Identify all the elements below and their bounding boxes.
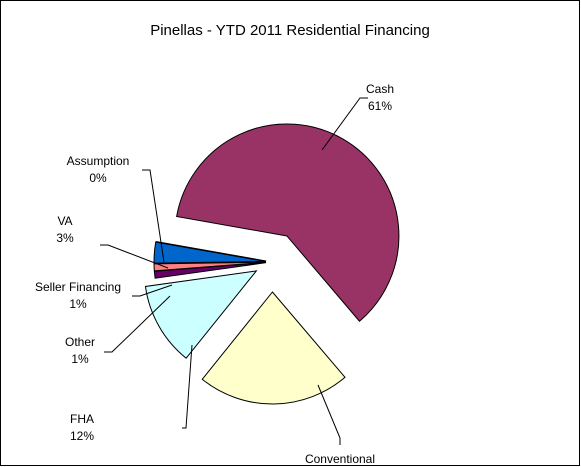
slice-label: Seller Financing	[35, 280, 121, 294]
slice-label: Conventional	[305, 452, 375, 466]
pie-slice	[201, 291, 346, 405]
slice-value-label: 61%	[368, 99, 392, 113]
leader-line	[182, 344, 193, 429]
slice-value-label: 12%	[70, 429, 94, 443]
slice-label: VA	[57, 214, 72, 228]
slice-label: Cash	[366, 82, 394, 96]
pie-slice	[155, 241, 267, 262]
leader-line	[142, 169, 165, 263]
pie-slice	[176, 123, 400, 322]
leader-line	[321, 97, 368, 151]
slice-value-label: 0%	[89, 171, 107, 185]
pie-slice	[144, 270, 258, 359]
chart-title: Pinellas - YTD 2011 Residential Financin…	[150, 22, 430, 39]
leader-line	[132, 284, 173, 297]
slice-value-label: 1%	[71, 352, 89, 366]
pie-slice	[153, 261, 267, 272]
slice-label: FHA	[70, 412, 94, 426]
leader-line	[104, 295, 171, 353]
slice-label: Other	[65, 335, 95, 349]
slice-value-label: 3%	[56, 231, 74, 245]
slice-value-label: 1%	[69, 297, 87, 311]
slice-label: Assumption	[67, 154, 130, 168]
leader-line	[100, 244, 169, 269]
leader-line	[317, 384, 341, 445]
